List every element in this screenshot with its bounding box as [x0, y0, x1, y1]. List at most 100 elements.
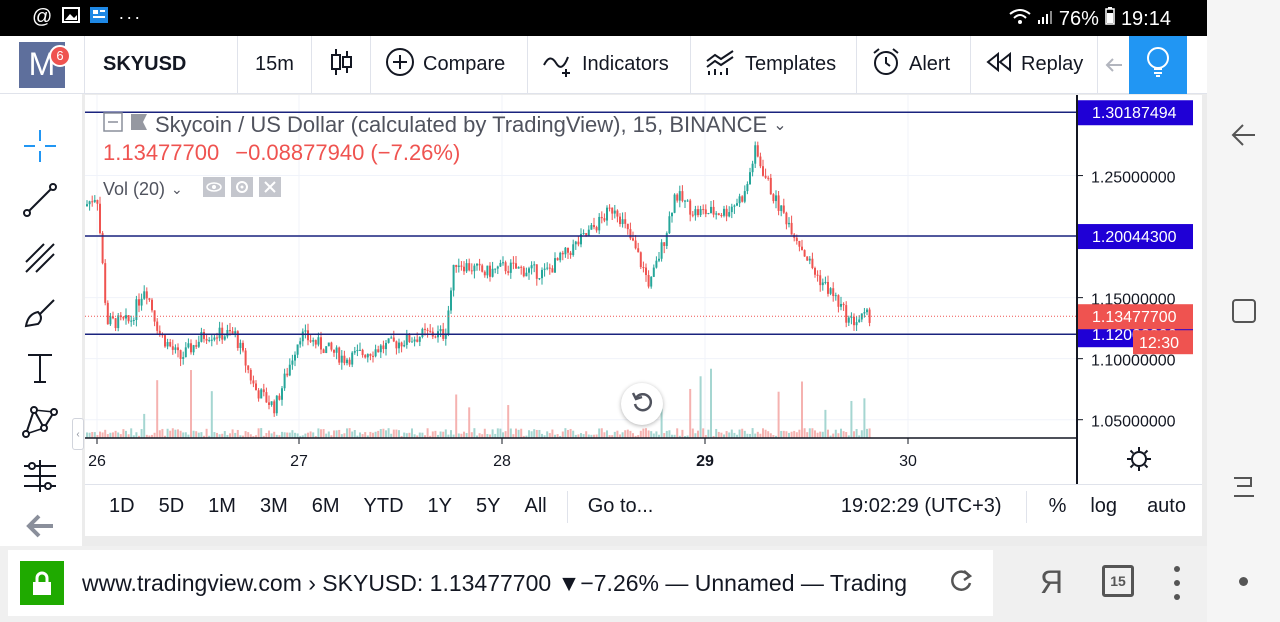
volume-label[interactable]: Vol (20)	[103, 179, 166, 199]
templates-button[interactable]: Templates	[691, 35, 857, 94]
candle-body	[551, 268, 554, 273]
volume-bar	[457, 433, 460, 438]
volume-bar	[437, 434, 439, 438]
volume-bar	[541, 433, 543, 438]
collapse-icon[interactable]	[103, 112, 123, 138]
compare-button[interactable]: Compare	[371, 35, 528, 94]
volume-bar	[156, 380, 159, 438]
eye-icon[interactable]	[202, 177, 225, 202]
symbol-search-button[interactable]: SKYUSD	[85, 35, 238, 94]
goto-button[interactable]: Go to...	[587, 495, 654, 517]
volume-bar	[866, 428, 868, 438]
volume-bar	[746, 433, 749, 438]
range-button-5y[interactable]: 5Y	[476, 495, 501, 517]
address-field[interactable]: www.tradingview.com › SKYUSD: 1.13477700…	[8, 550, 993, 616]
back-arrow-icon[interactable]	[20, 506, 60, 546]
range-button-1m[interactable]: 1M	[208, 495, 236, 517]
reset-chart-button[interactable]	[621, 383, 663, 425]
candle-body	[816, 274, 819, 276]
panel-collapse-handle[interactable]: ‹	[72, 418, 84, 450]
volume-bar	[564, 428, 567, 438]
candle-body	[483, 271, 486, 276]
gear-icon	[1126, 446, 1152, 477]
candle-body	[767, 177, 770, 179]
range-button-5d[interactable]: 5D	[158, 495, 185, 517]
battery-percent: 76%	[1058, 7, 1099, 30]
candle-body	[850, 316, 853, 318]
volume-bar	[561, 431, 564, 438]
text-tool-icon[interactable]	[20, 348, 60, 388]
nav-dot-icon	[1239, 577, 1248, 586]
trend-line-icon[interactable]	[20, 180, 60, 220]
candle-body	[242, 342, 244, 351]
candle-body	[502, 262, 504, 264]
volume-bar	[777, 391, 780, 438]
volume-bar	[707, 429, 710, 438]
volume-bar	[590, 434, 593, 438]
candle-body	[249, 369, 252, 381]
volume-bar	[730, 429, 733, 438]
volume-bar	[759, 433, 762, 438]
recents-icon[interactable]	[1229, 296, 1259, 326]
candle-body	[814, 268, 816, 275]
range-button-6m[interactable]: 6M	[311, 495, 340, 517]
candle-body	[803, 250, 806, 257]
kebab-menu-icon[interactable]	[1166, 566, 1188, 600]
gear-icon[interactable]	[230, 177, 253, 202]
crosshair-icon[interactable]	[20, 126, 60, 166]
reload-icon[interactable]	[948, 568, 974, 599]
yandex-search-icon[interactable]: Я	[1040, 564, 1064, 600]
close-icon[interactable]	[258, 177, 281, 202]
chart-settings-button[interactable]	[1125, 446, 1153, 477]
candle-body	[317, 337, 320, 345]
range-button-ytd[interactable]: YTD	[363, 495, 404, 517]
candle-body	[577, 241, 580, 245]
candle-body	[548, 267, 551, 269]
last-price: 1.13477700	[103, 140, 220, 165]
volume-bar	[317, 428, 320, 438]
symbol-title[interactable]: Skycoin / US Dollar (calculated by Tradi…	[155, 112, 768, 137]
log-toggle[interactable]: log	[1090, 495, 1118, 517]
price-chart[interactable]: 1.250000001.150000001.100000001.05000000…	[85, 95, 1202, 484]
scroll-left-arrow-icon[interactable]	[1098, 36, 1129, 94]
level-label: 1.20044300	[1092, 229, 1177, 246]
volume-bar	[231, 429, 234, 438]
volume-bar	[325, 433, 328, 438]
pattern-icon[interactable]	[20, 402, 60, 442]
candle-body	[613, 210, 616, 214]
user-menu-button[interactable]: M 6	[0, 35, 85, 94]
volume-bar	[837, 433, 840, 438]
pitchfork-icon[interactable]	[20, 238, 60, 278]
chart-type-button[interactable]	[312, 35, 371, 94]
candle-body	[663, 242, 666, 246]
alert-button[interactable]: Alert	[857, 35, 971, 94]
clock-display[interactable]: 19:02:29 (UTC+3)	[840, 495, 1002, 517]
back-arrow-icon[interactable]	[1229, 120, 1259, 150]
chevron-down-icon[interactable]: ⌄	[773, 117, 787, 134]
volume-bar	[190, 370, 192, 438]
volume-bar	[283, 432, 286, 438]
chart-area[interactable]: 1.25000000 1.15000000 1.10000000 1.05000000…	[72, 95, 1202, 536]
volume-bar	[491, 429, 494, 438]
candle-body	[629, 229, 632, 239]
volume-bar	[174, 429, 177, 438]
indicators-button[interactable]: Indicators	[528, 35, 691, 94]
candle-body	[374, 349, 377, 357]
auto-toggle[interactable]: auto	[1147, 495, 1186, 517]
prediction-tool-icon[interactable]	[20, 456, 60, 496]
recent-apps-icon[interactable]	[1229, 472, 1259, 502]
range-button-1y[interactable]: 1Y	[427, 495, 453, 517]
ideas-lightbulb-button[interactable]	[1129, 35, 1187, 94]
replay-button[interactable]: Replay	[971, 35, 1098, 94]
volume-bar	[717, 431, 720, 438]
percent-toggle[interactable]: %	[1048, 495, 1067, 517]
range-button-all[interactable]: All	[524, 495, 547, 517]
brush-icon[interactable]	[20, 294, 60, 334]
volume-bar	[580, 433, 582, 438]
interval-button[interactable]: 15m	[238, 35, 312, 94]
chevron-down-icon[interactable]: ⌄	[171, 181, 183, 197]
range-button-1d[interactable]: 1D	[109, 495, 135, 517]
range-button-3m[interactable]: 3M	[259, 495, 288, 517]
tabs-counter-button[interactable]: 15	[1102, 565, 1134, 597]
candle-body	[725, 208, 728, 217]
